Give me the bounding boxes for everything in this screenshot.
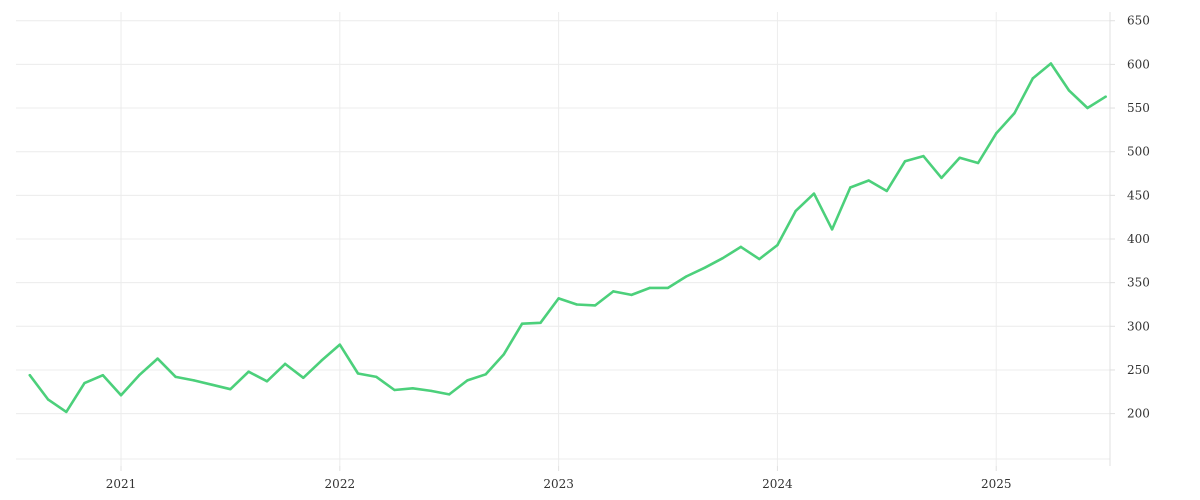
y-tick-label: 450 — [1127, 188, 1150, 202]
series-layer — [28, 62, 1107, 414]
data-point — [429, 389, 433, 393]
data-point — [575, 303, 578, 306]
x-tick-label: 2023 — [543, 477, 574, 491]
data-point — [65, 410, 68, 414]
data-point — [1086, 106, 1089, 110]
data-point — [302, 376, 305, 380]
data-point — [448, 393, 451, 396]
data-point — [283, 362, 287, 366]
data-point — [539, 321, 542, 325]
data-point — [502, 353, 506, 356]
data-point — [903, 160, 907, 163]
data-point — [684, 275, 688, 278]
data-point — [958, 156, 961, 160]
y-tick-label: 500 — [1127, 145, 1150, 159]
data-point — [320, 359, 323, 362]
data-point — [557, 297, 560, 300]
data-point — [593, 304, 597, 307]
x-tick-label: 2022 — [325, 477, 356, 491]
x-tick-label: 2021 — [106, 477, 137, 491]
grid — [16, 12, 1110, 466]
data-point — [520, 322, 524, 325]
data-point — [1049, 62, 1053, 65]
data-point — [666, 286, 670, 290]
data-point — [940, 176, 943, 180]
data-point — [995, 132, 998, 135]
y-tick-label: 400 — [1127, 232, 1150, 246]
axes — [120, 12, 1115, 471]
data-point — [411, 387, 414, 390]
data-point — [174, 375, 177, 379]
data-point — [867, 179, 870, 182]
data-point — [739, 245, 743, 249]
data-point — [137, 374, 141, 377]
data-point — [211, 383, 214, 387]
data-point — [1067, 89, 1071, 92]
data-point — [484, 373, 487, 376]
data-point — [156, 357, 159, 360]
data-point — [648, 286, 652, 290]
data-point — [466, 379, 469, 382]
y-tick-label: 600 — [1127, 57, 1150, 71]
y-tick-label: 300 — [1127, 319, 1150, 333]
y-tick-label: 350 — [1127, 276, 1150, 290]
data-point — [976, 161, 980, 165]
data-point — [630, 293, 633, 297]
data-point — [83, 381, 86, 385]
data-point — [612, 290, 615, 293]
data-point — [849, 186, 852, 189]
data-point — [812, 192, 816, 195]
y-tick-label: 650 — [1127, 14, 1150, 28]
data-point — [46, 398, 50, 401]
x-tick-label: 2025 — [981, 477, 1012, 491]
data-point — [101, 374, 105, 377]
tick-labels: 200 250 300 350 400 450 500 550 600 650 2021 2022 20… — [106, 14, 1150, 491]
y-tick-label: 250 — [1127, 363, 1150, 377]
data-point — [119, 394, 123, 397]
data-point — [1104, 95, 1107, 98]
y-tick-label: 200 — [1127, 407, 1150, 421]
data-point — [922, 154, 925, 158]
x-tick-label: 2024 — [762, 477, 793, 491]
y-tick-label: 550 — [1127, 101, 1150, 115]
data-point — [375, 375, 378, 379]
data-point — [776, 243, 779, 247]
data-point — [1031, 77, 1034, 80]
series-line — [28, 62, 1107, 414]
data-point — [247, 370, 250, 373]
data-point — [265, 380, 269, 383]
data-point — [229, 387, 232, 391]
data-point — [1013, 112, 1016, 115]
data-point — [703, 266, 706, 270]
data-point — [885, 189, 889, 193]
data-point — [393, 388, 396, 392]
data-point — [356, 372, 360, 375]
data-point — [28, 374, 31, 377]
data-point — [758, 257, 761, 261]
data-point — [338, 343, 342, 346]
data-point — [192, 379, 196, 382]
data-point — [721, 257, 724, 260]
data-point — [830, 228, 834, 231]
data-point — [794, 209, 797, 213]
